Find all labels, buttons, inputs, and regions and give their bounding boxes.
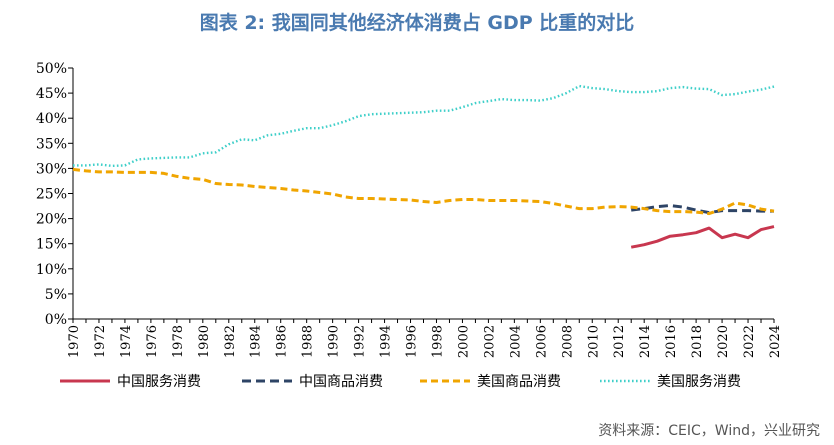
series-line-1 (630, 225, 775, 249)
x-tick-label: 1974 (119, 325, 134, 358)
legend: 中国服务消费 中国商品消费 美国商品消费 美国服务消费 (60, 374, 741, 390)
x-tick-label: 1972 (93, 325, 108, 358)
x-tick-label: 2024 (768, 325, 783, 358)
x-tick-label: 2020 (716, 325, 731, 358)
x-tick-label: 1986 (275, 325, 290, 358)
y-tick-label: 5% (45, 287, 67, 303)
x-tick-label: 1982 (223, 325, 238, 358)
x-tick-label: 2012 (612, 325, 627, 358)
x-tick-label: 2014 (638, 325, 653, 358)
y-tick-label: 15% (36, 237, 67, 253)
x-tick-label: 2004 (508, 325, 523, 358)
x-tick-label: 2010 (586, 325, 601, 358)
x-tick-label: 1996 (405, 325, 420, 358)
x-tick-label: 1978 (171, 325, 186, 358)
x-tick-label: 2006 (534, 325, 549, 358)
y-tick-label: 35% (36, 136, 67, 152)
y-tick-label: 25% (36, 187, 67, 203)
x-tick-label: 1980 (197, 325, 212, 358)
y-tick-label: 45% (36, 86, 67, 102)
x-tick-label: 2018 (690, 325, 705, 358)
x-axis: 1970 1972 1974 1976 1978 1980 1982 1984 1986 1988… (67, 318, 783, 358)
chart-title: 图表 2: 我国同其他经济体消费占 GDP 比重的对比 (199, 12, 635, 34)
source-note: 资料来源：CEIC，Wind，兴业研究 (598, 423, 820, 439)
y-tick-label: 20% (36, 212, 67, 228)
legend-label-2: 中国商品消费 (299, 374, 383, 390)
y-tick-label: 50% (36, 61, 67, 77)
legend-label-3: 美国商品消费 (477, 374, 561, 390)
x-tick-label: 2008 (560, 325, 575, 358)
series-line-3 (72, 167, 775, 216)
x-tick-label: 2000 (456, 325, 471, 358)
x-tick-label: 1998 (430, 325, 445, 358)
x-tick-label: 1992 (353, 325, 368, 358)
x-tick-label: 1988 (301, 325, 316, 358)
y-axis: 0% 5% 10% 15% 20% 25% 30% 35% 40% 45% 50% (36, 61, 74, 328)
x-tick-label: 2002 (482, 325, 497, 358)
x-tick-label: 2022 (742, 325, 757, 358)
series-lines (72, 84, 775, 249)
x-tick-label: 1970 (67, 325, 82, 358)
legend-label-1: 中国服务消费 (117, 374, 201, 390)
x-tick-label: 1976 (145, 325, 160, 358)
series-line-4 (73, 84, 775, 168)
x-tick-label: 1990 (327, 325, 342, 358)
x-tick-label: 1994 (379, 325, 394, 358)
y-tick-label: 10% (36, 262, 67, 278)
y-tick-label: 0% (45, 312, 67, 328)
x-tick-label: 2016 (664, 325, 679, 358)
y-tick-label: 30% (36, 161, 67, 177)
y-tick-label: 40% (36, 111, 67, 127)
x-tick-label: 1984 (249, 325, 264, 358)
legend-label-4: 美国服务消费 (657, 374, 741, 390)
